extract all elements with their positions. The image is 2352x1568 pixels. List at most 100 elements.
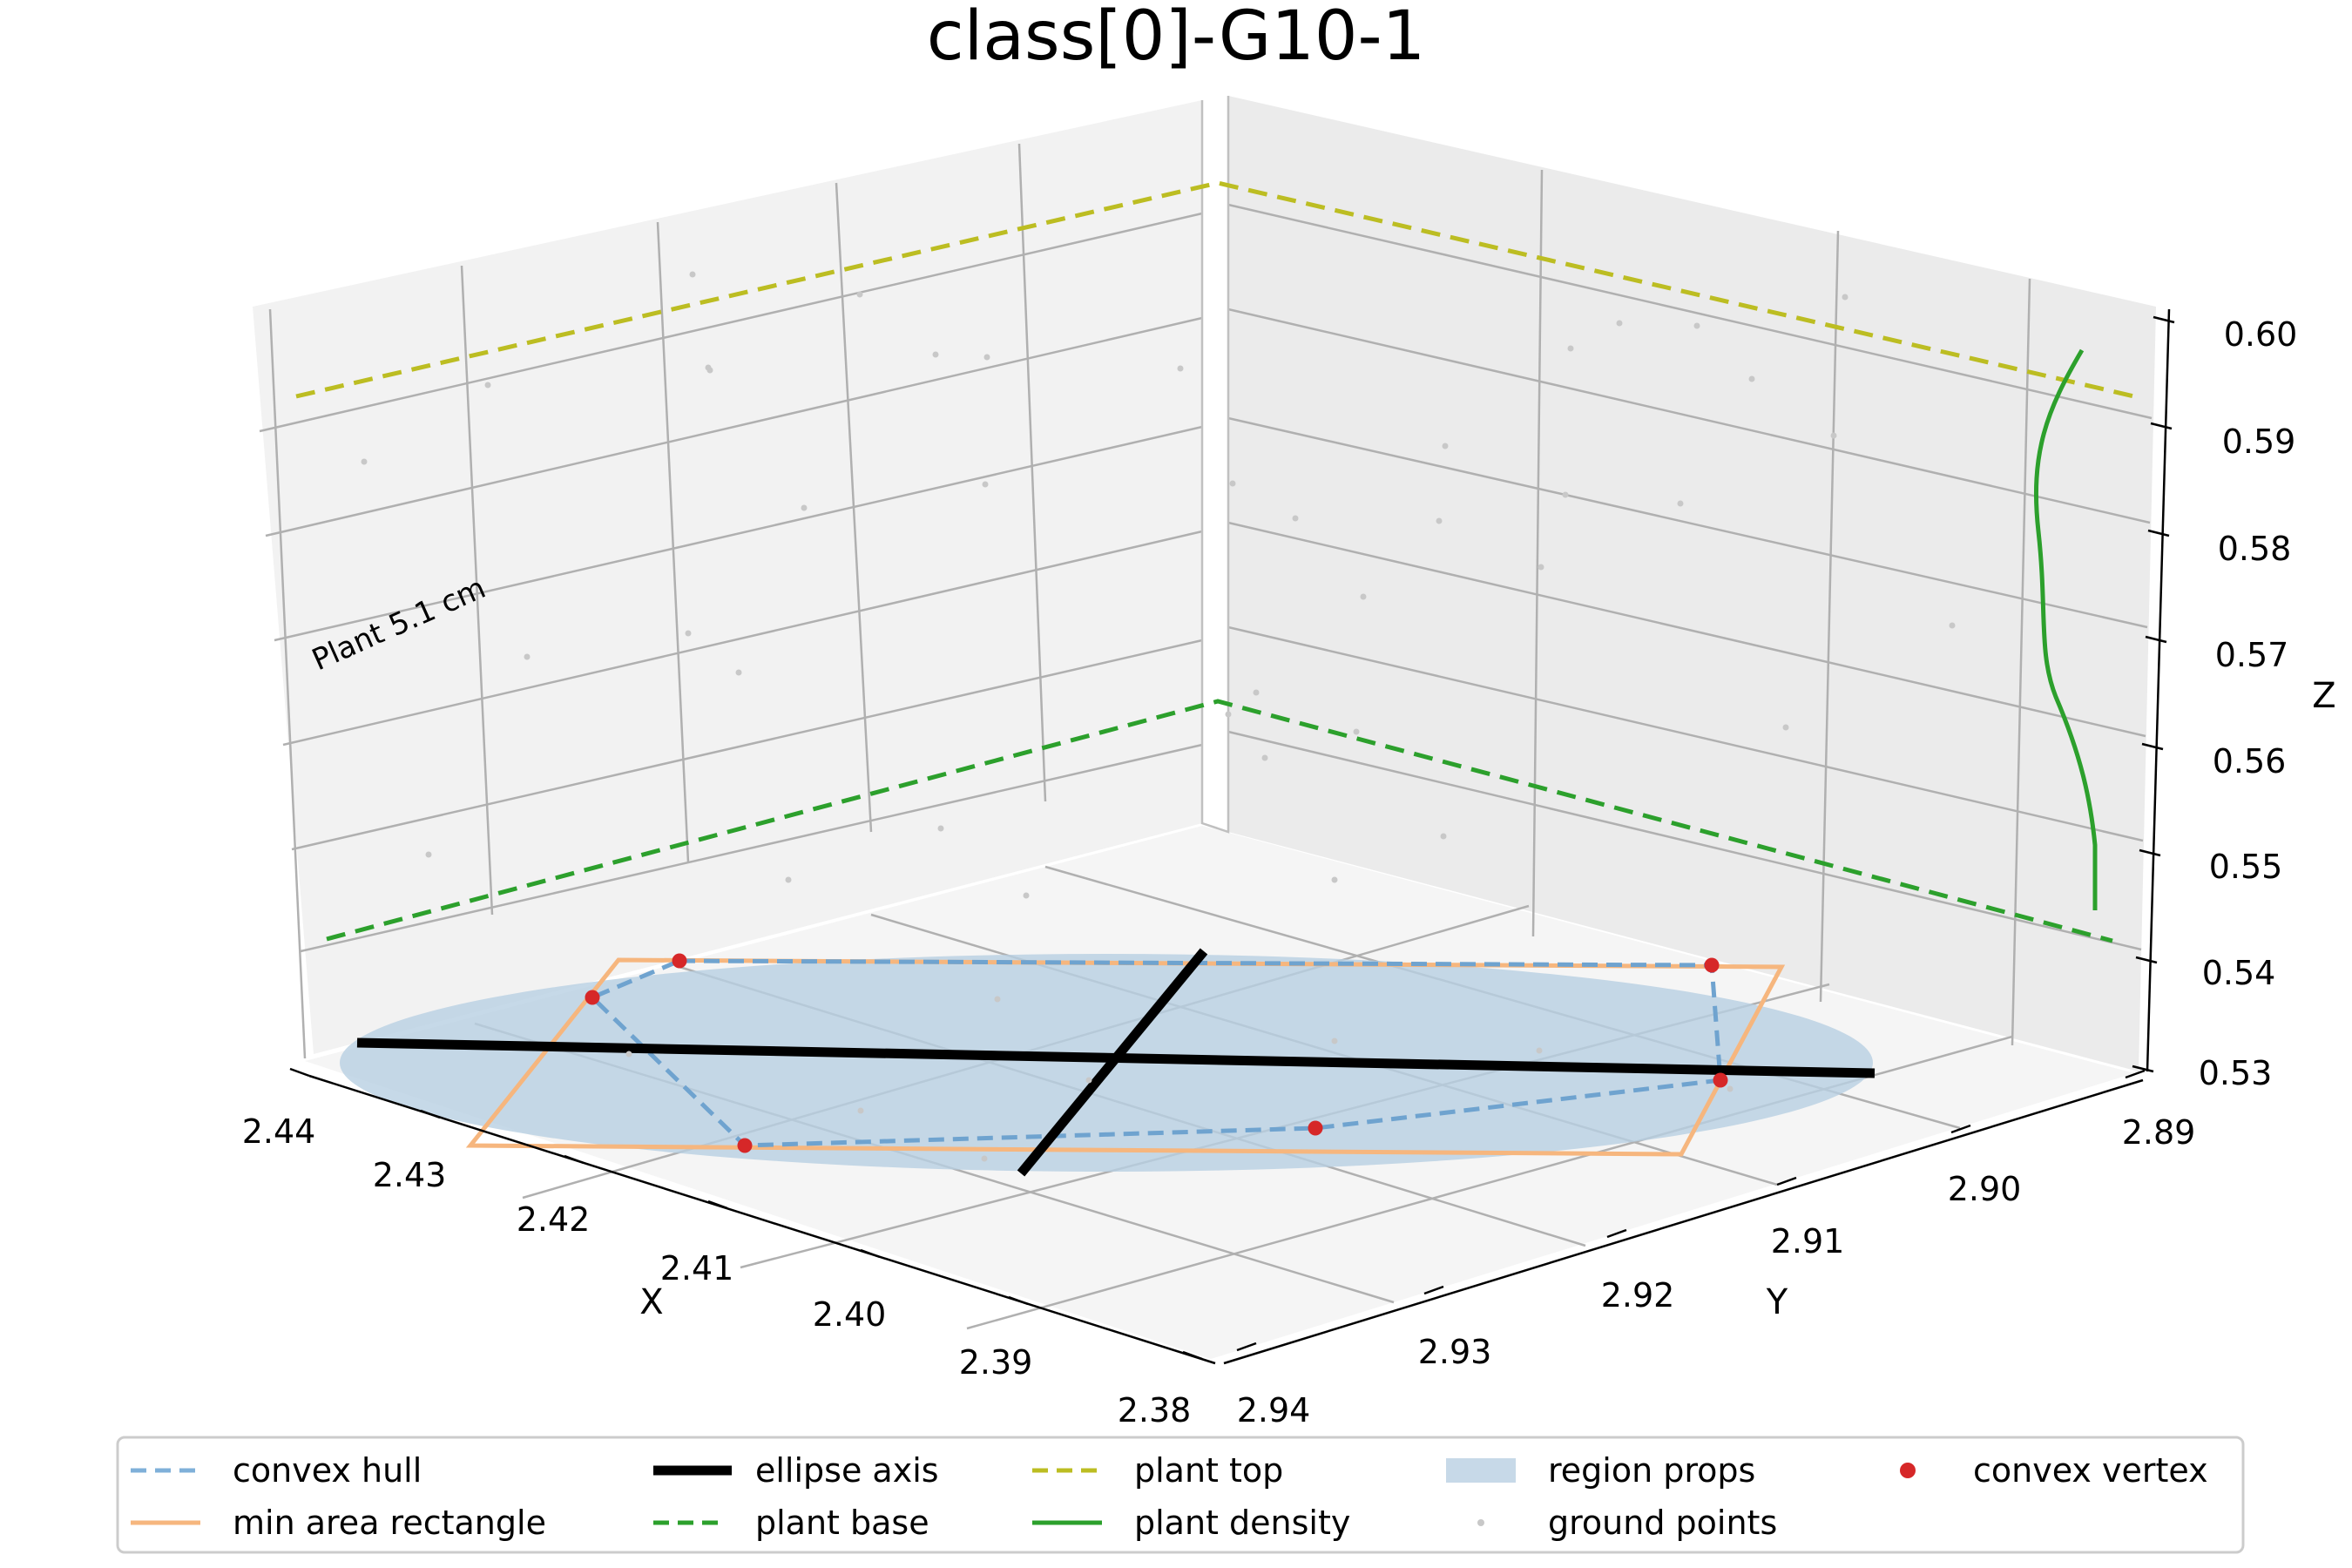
- convex-vertex: [737, 1138, 753, 1153]
- ground-point: [361, 458, 368, 465]
- ground-point: [1229, 480, 1236, 487]
- y-tick-label: 2.91: [1771, 1222, 1845, 1260]
- legend-swatch: [1477, 1519, 1484, 1526]
- ground-point: [1782, 724, 1789, 731]
- x-tick-label: 2.44: [242, 1112, 316, 1151]
- y-tick-label: 2.94: [1237, 1391, 1311, 1429]
- grid-line-x-2: [656, 221, 690, 863]
- convex-vertex: [1704, 957, 1720, 973]
- ground-point: [1567, 345, 1574, 352]
- ground-point: [856, 291, 863, 298]
- y-tick-mark: [1423, 1285, 1444, 1295]
- grid-line-zl-0: [259, 212, 1203, 433]
- chart-title: class[0]-G10-1: [927, 0, 1426, 76]
- z-tick-label: 0.60: [2224, 315, 2298, 354]
- legend-label: region props: [1548, 1451, 1755, 1490]
- legend-item-ellipse-axis: ellipse axis: [653, 1451, 939, 1490]
- ground-point: [735, 669, 742, 676]
- ground-point: [801, 504, 808, 511]
- x-tick-label: 2.41: [660, 1249, 734, 1288]
- ground-point: [932, 351, 939, 358]
- y-tick-mark: [1606, 1228, 1627, 1239]
- x-tick-label: 2.42: [517, 1200, 591, 1239]
- x-tick-mark: [289, 1067, 310, 1078]
- z-tick-label: 0.56: [2213, 742, 2287, 781]
- z-axis-label: Z: [2312, 676, 2335, 716]
- ground-point: [1748, 375, 1755, 382]
- grid-line-zl-2: [274, 425, 1203, 642]
- ground-point: [1331, 1037, 1338, 1044]
- y-tick-mark: [2125, 1069, 2146, 1079]
- legend-swatch: [1446, 1458, 1516, 1483]
- ground-point: [689, 271, 696, 278]
- z-ticks: 0.60 0.59 0.58 0.57 0.56 0.55 0.54 0.53: [2132, 315, 2297, 1092]
- ground-point: [1842, 294, 1848, 301]
- ellipse-minor-axis: [1017, 948, 1208, 1177]
- x-tick-mark: [1182, 1350, 1203, 1361]
- right-pane: [1228, 96, 2156, 1071]
- z-tick-label: 0.53: [2199, 1054, 2273, 1092]
- x-tick-label: 2.43: [373, 1156, 447, 1194]
- grid-line-zr-0: [1227, 203, 2153, 420]
- legend-box: [116, 1436, 2245, 1554]
- ground-point: [1331, 876, 1338, 883]
- ground-point: [1353, 728, 1360, 735]
- z-tick-label: 0.59: [2222, 422, 2296, 461]
- x-tick-mark: [707, 1200, 728, 1210]
- ground-point: [983, 354, 990, 361]
- z-tick-mark: [2139, 848, 2161, 857]
- ground-point: [1677, 500, 1684, 507]
- ground-point: [1442, 443, 1449, 449]
- grid-line-zl-5: [300, 743, 1203, 953]
- x-tick-mark: [860, 1248, 881, 1259]
- ground-point: [857, 1107, 864, 1114]
- ground-point: [1292, 515, 1299, 522]
- y-tick-mark: [1776, 1176, 1797, 1186]
- z-tick-mark: [2141, 742, 2164, 751]
- legend-item-plant-top: plant top: [1032, 1451, 1283, 1490]
- legend-label: ellipse axis: [755, 1451, 939, 1490]
- ground-point: [524, 653, 531, 660]
- grid-line-zr-3: [1227, 521, 2146, 738]
- convex-vertex: [1308, 1120, 1323, 1136]
- convex-vertex: [585, 990, 600, 1005]
- z-tick-mark: [2150, 422, 2173, 430]
- ground-point: [1616, 320, 1623, 327]
- ground-point: [1261, 754, 1268, 761]
- grid-line-y-2: [2011, 278, 2031, 1046]
- convex-vertex: [672, 953, 687, 969]
- ground-point: [1562, 491, 1569, 498]
- grid-line-zl-4: [291, 639, 1203, 851]
- ground-point: [1830, 432, 1837, 439]
- y-tick-mark: [1950, 1124, 1971, 1134]
- ground-point: [937, 825, 944, 832]
- ground-point: [705, 364, 712, 371]
- ground-point: [1440, 833, 1447, 840]
- ground-point: [1727, 1085, 1734, 1092]
- legend-label: plant base: [755, 1504, 929, 1542]
- legend-swatch: [1900, 1463, 1916, 1478]
- grid-line-x-4: [1017, 143, 1047, 802]
- ground-point: [1538, 564, 1544, 571]
- ground-point: [1253, 689, 1260, 696]
- y-tick-label: 2.89: [2122, 1113, 2196, 1152]
- z-tick-label: 0.57: [2215, 636, 2289, 674]
- convex-vertex: [1713, 1072, 1728, 1088]
- grid-line-x-1: [460, 265, 494, 916]
- ground-point: [1177, 365, 1184, 372]
- grid-line-zr-4: [1227, 625, 2144, 842]
- legend-item-plant-density: plant density: [1032, 1504, 1350, 1542]
- legend-label: convex hull: [233, 1451, 422, 1490]
- x-tick-label: 2.40: [813, 1295, 887, 1334]
- x-axis-line: [308, 1074, 1216, 1365]
- ground-point: [1949, 622, 1956, 629]
- ground-point: [1225, 711, 1232, 718]
- ground-point: [981, 1155, 988, 1162]
- ground-point: [685, 630, 692, 637]
- legend-item-convex-vertex: convex vertex: [1900, 1451, 2208, 1490]
- convex-vertices: [585, 953, 1728, 1153]
- legend-item-plant-base: plant base: [653, 1504, 929, 1542]
- ground-point: [425, 851, 432, 858]
- y-tick-label: 2.93: [1418, 1333, 1492, 1371]
- z-tick-mark: [2132, 1064, 2154, 1073]
